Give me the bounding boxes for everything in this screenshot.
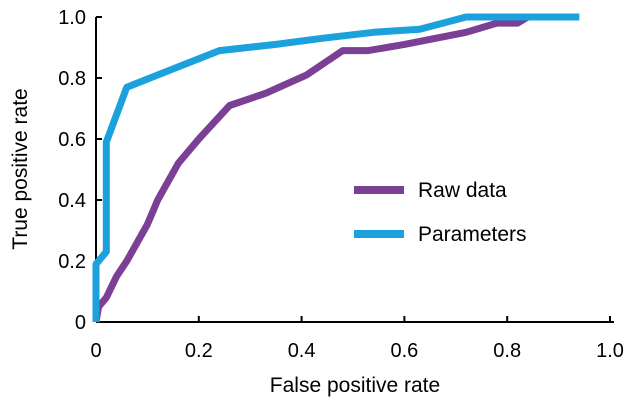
series-line-raw-data xyxy=(96,17,579,322)
x-tick-label: 0 xyxy=(90,340,101,362)
x-tick-label: 1.0 xyxy=(596,340,624,362)
x-tick-label: 0.8 xyxy=(493,340,521,362)
series-lines xyxy=(96,17,579,322)
y-tick-label: 0 xyxy=(75,312,86,334)
x-tick-label: 0.2 xyxy=(185,340,213,362)
y-tick-label: 0.6 xyxy=(58,129,86,151)
y-tick-label: 0.4 xyxy=(58,190,86,212)
legend-label-parameters: Parameters xyxy=(418,223,527,246)
x-tick-label: 0.4 xyxy=(288,340,316,362)
ticks: 0 0.2 0.4 0.6 0.8 1.0 0 0.2 0.4 0.6 0.8 1.0 xyxy=(58,7,624,362)
y-tick-label: 1.0 xyxy=(58,7,86,29)
x-axis-title: False positive rate xyxy=(270,374,440,397)
legend-label-raw-data: Raw data xyxy=(418,179,507,202)
legend: Raw data Parameters xyxy=(354,179,527,246)
y-axis-title: True positive rate xyxy=(9,88,32,249)
series-line-parameters xyxy=(96,17,579,322)
y-tick-label: 0.8 xyxy=(58,68,86,90)
y-tick-label: 0.2 xyxy=(58,251,86,273)
x-tick-label: 0.6 xyxy=(390,340,418,362)
